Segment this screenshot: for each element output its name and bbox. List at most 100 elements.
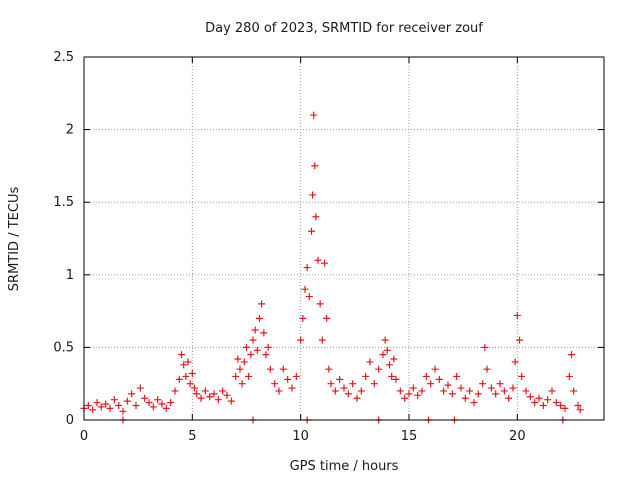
data-point (136, 384, 144, 392)
data-point (357, 387, 365, 395)
data-point (258, 300, 266, 308)
data-point (526, 393, 534, 401)
data-point (145, 399, 153, 407)
data-point (256, 314, 263, 322)
x-axis-label: GPS time / hours (290, 459, 399, 474)
x-tick-label: 5 (188, 429, 196, 444)
data-point (178, 351, 185, 359)
data-point (115, 401, 123, 409)
data-point (518, 372, 526, 380)
x-tick-label: 20 (509, 429, 526, 444)
y-tick-label: 2 (66, 123, 74, 138)
data-point (366, 358, 374, 366)
data-point (158, 400, 166, 408)
data-point (167, 399, 175, 407)
data-point (516, 336, 523, 344)
data-point (188, 370, 196, 378)
data-point (457, 384, 465, 392)
data-point (375, 365, 383, 373)
plot-frame (83, 56, 605, 421)
data-point (509, 384, 517, 392)
data-point (316, 300, 324, 308)
data-point (544, 396, 552, 404)
data-point (264, 343, 272, 351)
data-point (191, 384, 198, 392)
data-point (321, 259, 328, 267)
data-point (171, 387, 179, 395)
data-point (440, 387, 448, 395)
data-point (214, 396, 222, 404)
data-point (418, 387, 426, 395)
data-point (481, 343, 489, 351)
data-point (539, 401, 547, 409)
data-point (193, 390, 201, 398)
data-point (513, 311, 521, 319)
data-point (370, 380, 378, 388)
data-point (309, 191, 317, 199)
data-point (310, 111, 318, 119)
data-point (251, 326, 259, 334)
data-point (240, 358, 248, 366)
data-point (390, 355, 398, 363)
data-point (405, 390, 413, 398)
data-point (349, 380, 357, 388)
data-point (253, 346, 261, 354)
data-point (448, 390, 456, 398)
data-point (325, 365, 333, 373)
data-point (535, 394, 543, 402)
data-point (299, 314, 307, 322)
data-point (249, 336, 257, 344)
data-point (362, 372, 370, 380)
data-point (182, 372, 190, 380)
data-point (119, 407, 127, 415)
data-point (565, 372, 573, 380)
data-point (232, 372, 240, 380)
data-point (392, 375, 400, 383)
data-point (236, 365, 244, 373)
data-point (301, 285, 309, 293)
data-point (427, 380, 435, 388)
data-point (474, 390, 482, 398)
data-point (84, 401, 92, 409)
data-point (312, 213, 320, 221)
data-point (97, 403, 105, 411)
data-point (227, 397, 235, 405)
data-point (511, 358, 519, 366)
data-point (453, 372, 461, 380)
data-point (557, 401, 565, 409)
data-point (245, 372, 253, 380)
grid (84, 57, 604, 420)
data-point (383, 346, 391, 354)
data-point (327, 380, 335, 388)
data-point (561, 404, 569, 412)
data-point (262, 351, 270, 359)
data-point (223, 391, 231, 399)
data-point (141, 394, 149, 402)
data-point (210, 390, 218, 398)
data-point (401, 394, 409, 402)
data-point (186, 380, 194, 388)
y-tick-label: 0.5 (53, 340, 74, 355)
data-point (201, 387, 209, 395)
data-point (311, 162, 319, 170)
data-point (500, 387, 508, 395)
data-point (396, 387, 404, 395)
data-point (123, 397, 131, 405)
data-point (431, 365, 439, 373)
data-point (149, 403, 157, 411)
data-point (414, 391, 422, 399)
data-point (184, 358, 192, 366)
data-point (552, 399, 560, 407)
data-point (154, 396, 162, 404)
data-point (219, 387, 227, 395)
data-point (461, 394, 469, 402)
data-points (80, 111, 584, 424)
data-point (314, 256, 322, 264)
data-point (238, 380, 246, 388)
data-point (106, 404, 114, 412)
y-tick-label: 0 (66, 413, 74, 428)
data-point (409, 384, 417, 392)
x-tick-label: 10 (292, 429, 309, 444)
data-point (386, 361, 393, 369)
